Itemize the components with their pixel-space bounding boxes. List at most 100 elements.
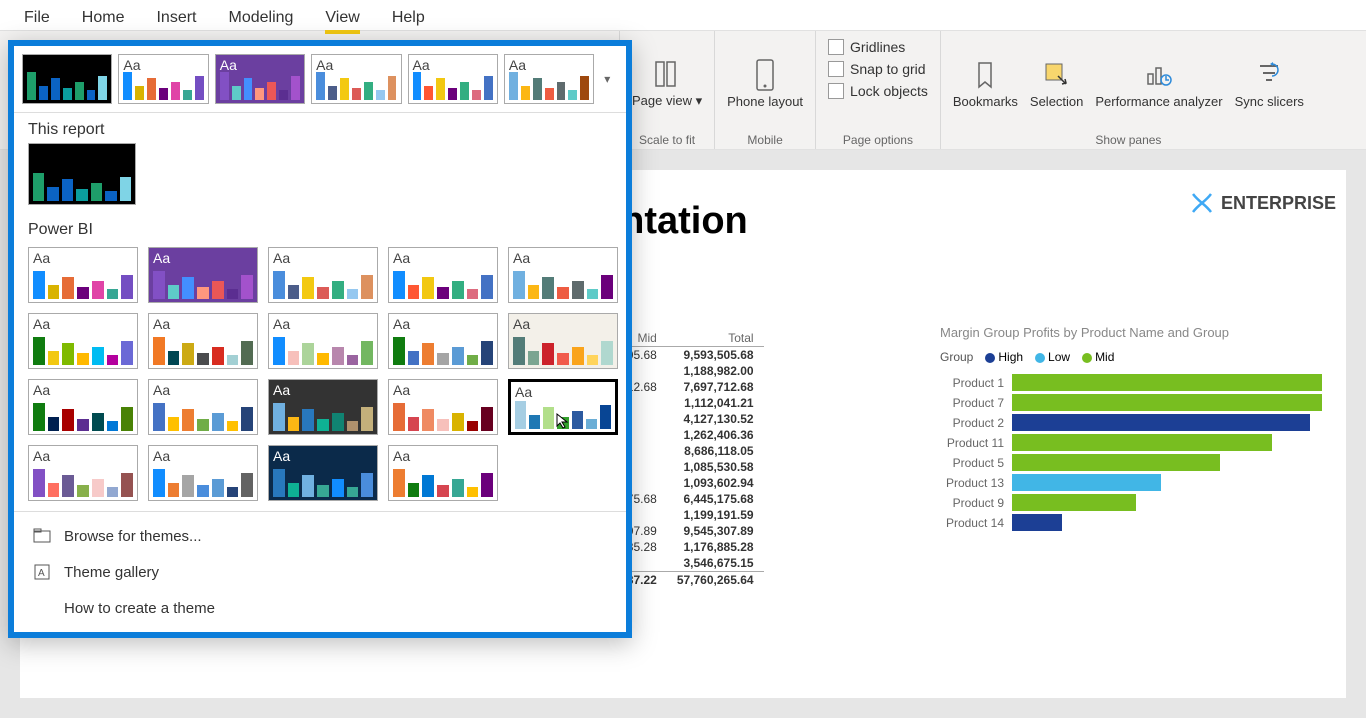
ribbon-group-label: Page options bbox=[843, 133, 913, 147]
folder-icon bbox=[32, 526, 52, 546]
menu-item-home[interactable]: Home bbox=[82, 9, 125, 27]
themes-dropdown-panel: AaAaAaAaAa▾ This report Power BI AaAaAaA… bbox=[8, 40, 632, 638]
theme-thumbnail[interactable]: Aa bbox=[28, 445, 138, 501]
bar-label: Product 2 bbox=[940, 416, 1004, 430]
chart-title: Margin Group Profits by Product Name and… bbox=[940, 325, 1366, 340]
bar-row: Product 13 bbox=[940, 474, 1366, 491]
bar-row: Product 14 bbox=[940, 514, 1366, 531]
phone-layout-button[interactable]: Phone layout bbox=[727, 60, 803, 109]
bar bbox=[1012, 454, 1220, 471]
bar-row: Product 11 bbox=[940, 434, 1366, 451]
section-powerbi: Power BI bbox=[14, 213, 626, 243]
bar bbox=[1012, 494, 1136, 511]
svg-text:A: A bbox=[38, 568, 45, 579]
sync-slicers-icon bbox=[1254, 60, 1284, 90]
ribbon-group-scale: Page view ▾ Scale to fit bbox=[620, 31, 715, 149]
bar-row: Product 7 bbox=[940, 394, 1366, 411]
menu-item-insert[interactable]: Insert bbox=[156, 9, 196, 27]
bar-label: Product 5 bbox=[940, 456, 1004, 470]
bar-label: Product 14 bbox=[940, 516, 1004, 530]
theme-thumbnail[interactable]: Aa bbox=[508, 313, 618, 369]
theme-thumbnail[interactable]: Aa bbox=[311, 54, 401, 104]
phone-icon bbox=[750, 60, 780, 90]
performance-icon bbox=[1144, 60, 1174, 90]
table-header: Total bbox=[667, 330, 764, 347]
ribbon-group-label: Show panes bbox=[1095, 133, 1161, 147]
help-icon bbox=[32, 598, 52, 618]
bar bbox=[1012, 434, 1272, 451]
ribbon-group-mobile: Phone layout Mobile bbox=[715, 31, 816, 149]
theme-thumbnail[interactable]: Aa bbox=[118, 54, 208, 104]
bar-label: Product 13 bbox=[940, 476, 1004, 490]
theme-thumbnail[interactable]: Aa bbox=[148, 379, 258, 435]
bookmarks-button[interactable]: Bookmarks bbox=[953, 60, 1018, 109]
legend-item: High bbox=[985, 350, 1023, 364]
ribbon-group-label: Mobile bbox=[747, 133, 782, 147]
lock-objects-checkbox[interactable]: Lock objects bbox=[828, 83, 928, 99]
legend-item: Low bbox=[1035, 350, 1070, 364]
dna-icon bbox=[1189, 190, 1215, 216]
gallery-icon: A bbox=[32, 562, 52, 582]
bar bbox=[1012, 514, 1062, 531]
bar bbox=[1012, 474, 1161, 491]
bar bbox=[1012, 374, 1322, 391]
theme-thumbnail[interactable]: Aa bbox=[268, 247, 378, 303]
chart-legend: Group HighLowMid bbox=[940, 350, 1366, 364]
themes-dropdown-arrow[interactable]: ▾ bbox=[604, 72, 618, 86]
menu-item-file[interactable]: File bbox=[24, 9, 50, 27]
ribbon-group-show-panes: Bookmarks Selection Performance analyzer… bbox=[941, 31, 1316, 149]
theme-thumbnail[interactable]: Aa bbox=[28, 313, 138, 369]
menu-item-help[interactable]: Help bbox=[392, 9, 425, 27]
theme-thumbnail[interactable]: Aa bbox=[148, 247, 258, 303]
menu-item-modeling[interactable]: Modeling bbox=[228, 9, 293, 27]
theme-actions: Browse for themes... A Theme gallery How… bbox=[14, 511, 626, 626]
bar bbox=[1012, 414, 1310, 431]
theme-thumbnail[interactable] bbox=[22, 54, 112, 104]
theme-thumbnail[interactable]: Aa bbox=[388, 445, 498, 501]
selection-button[interactable]: Selection bbox=[1030, 60, 1083, 109]
bar-row: Product 9 bbox=[940, 494, 1366, 511]
theme-thumbnail[interactable]: Aa bbox=[388, 379, 498, 435]
section-this-report: This report bbox=[14, 113, 626, 143]
theme-thumbnail[interactable]: Aa bbox=[215, 54, 305, 104]
theme-thumbnail[interactable]: Aa bbox=[508, 379, 618, 435]
theme-gallery-button[interactable]: A Theme gallery bbox=[22, 554, 618, 590]
theme-thumbnail[interactable]: Aa bbox=[408, 54, 498, 104]
theme-thumbnail[interactable]: Aa bbox=[268, 313, 378, 369]
theme-thumbnail[interactable]: Aa bbox=[388, 313, 498, 369]
theme-thumbnail[interactable]: Aa bbox=[28, 379, 138, 435]
menu-item-view[interactable]: View bbox=[325, 9, 359, 27]
ribbon-group-page-options: Gridlines Snap to grid Lock objects Page… bbox=[816, 31, 941, 149]
snap-to-grid-checkbox[interactable]: Snap to grid bbox=[828, 61, 926, 77]
bookmark-icon bbox=[970, 60, 1000, 90]
bar-row: Product 1 bbox=[940, 374, 1366, 391]
theme-thumbnail[interactable]: Aa bbox=[388, 247, 498, 303]
bar-label: Product 7 bbox=[940, 396, 1004, 410]
how-to-create-theme-button[interactable]: How to create a theme bbox=[22, 590, 618, 626]
performance-analyzer-button[interactable]: Performance analyzer bbox=[1095, 60, 1222, 109]
brand-logo: ENTERPRISE bbox=[1189, 190, 1336, 216]
theme-thumbnail[interactable]: Aa bbox=[504, 54, 594, 104]
legend-item: Mid bbox=[1082, 350, 1114, 364]
theme-thumbnail[interactable]: Aa bbox=[268, 379, 378, 435]
phone-layout-label: Phone layout bbox=[727, 94, 803, 109]
gridlines-checkbox[interactable]: Gridlines bbox=[828, 39, 905, 55]
bar-label: Product 11 bbox=[940, 436, 1004, 450]
sync-slicers-button[interactable]: Sync slicers bbox=[1235, 60, 1304, 109]
browse-themes-button[interactable]: Browse for themes... bbox=[22, 518, 618, 554]
theme-thumbnail[interactable]: Aa bbox=[28, 247, 138, 303]
theme-thumbnail[interactable]: Aa bbox=[148, 313, 258, 369]
page-view-button[interactable]: Page view ▾ bbox=[632, 59, 702, 109]
page-view-icon bbox=[652, 59, 682, 89]
bar-row: Product 5 bbox=[940, 454, 1366, 471]
bar-label: Product 1 bbox=[940, 376, 1004, 390]
bar bbox=[1012, 394, 1322, 411]
selection-icon bbox=[1042, 60, 1072, 90]
bar-row: Product 2 bbox=[940, 414, 1366, 431]
theme-thumbnail[interactable]: Aa bbox=[508, 247, 618, 303]
barchart-visual[interactable]: Margin Group Profits by Product Name and… bbox=[940, 325, 1366, 534]
theme-thumbnail[interactable]: Aa bbox=[268, 445, 378, 501]
theme-thumbnail[interactable]: Aa bbox=[148, 445, 258, 501]
ribbon-group-label: Scale to fit bbox=[639, 133, 695, 147]
theme-thumbnail[interactable] bbox=[28, 143, 136, 205]
